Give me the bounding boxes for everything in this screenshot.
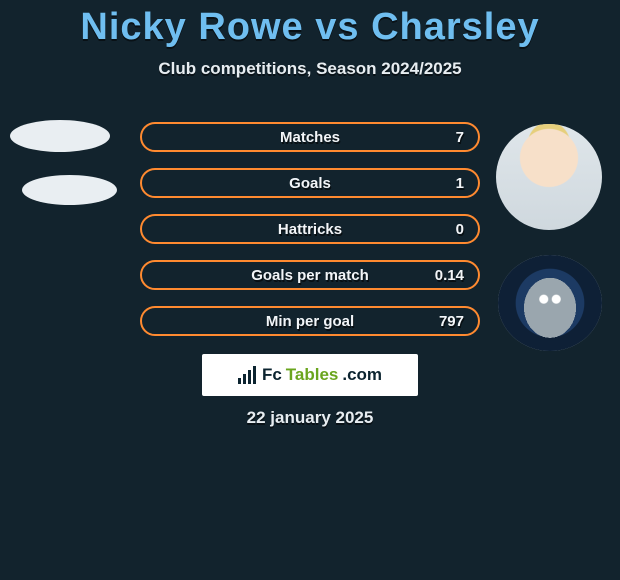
stat-row: Hattricks 0 (140, 214, 480, 244)
stat-value: 0 (456, 221, 464, 238)
player-left-avatar (10, 120, 110, 152)
stat-row: Min per goal 797 (140, 306, 480, 336)
stat-label: Goals per match (251, 267, 369, 284)
stat-value: 797 (439, 313, 464, 330)
club-left-badge (22, 175, 117, 205)
stat-value: 1 (456, 175, 464, 192)
player-right-avatar (496, 124, 602, 230)
snapshot-date: 22 january 2025 (0, 408, 620, 428)
logo-text-fc: Fc (262, 365, 282, 385)
logo-text-dotcom: .com (342, 365, 382, 385)
stat-label: Goals (289, 175, 331, 192)
stat-row: Goals per match 0.14 (140, 260, 480, 290)
stat-row: Goals 1 (140, 168, 480, 198)
stat-label: Min per goal (266, 313, 354, 330)
stat-value: 0.14 (435, 267, 464, 284)
page-subtitle: Club competitions, Season 2024/2025 (0, 59, 620, 79)
stat-label: Matches (280, 129, 340, 146)
logo-text-tables: Tables (286, 365, 339, 385)
stats-panel: Matches 7 Goals 1 Hattricks 0 Goals per match 0… (140, 122, 480, 352)
stat-label: Hattricks (278, 221, 342, 238)
club-right-badge (498, 255, 602, 351)
page-title: Nicky Rowe vs Charsley (0, 0, 620, 49)
stat-value: 7 (456, 129, 464, 146)
logo-bars-icon (238, 366, 256, 384)
stat-row: Matches 7 (140, 122, 480, 152)
fctables-logo[interactable]: FcTables.com (202, 354, 418, 396)
